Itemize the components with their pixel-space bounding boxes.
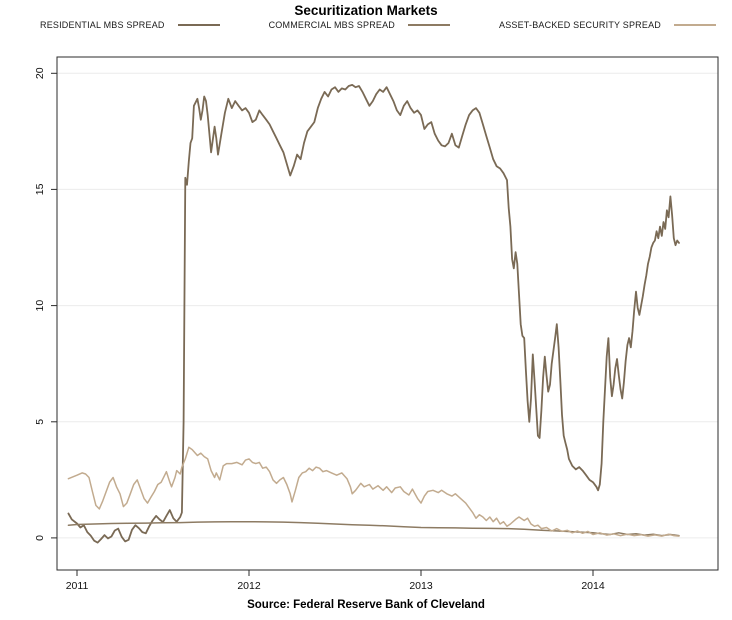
source-caption: Source: Federal Reserve Bank of Clevelan… — [247, 599, 485, 611]
legend-line-swatch — [177, 24, 220, 26]
x-tick-label: 2012 — [237, 580, 261, 592]
legend-item-asset-backed: ASSET-BACKED SECURITY SPREAD — [499, 20, 716, 30]
y-tick-label: 15 — [34, 183, 46, 195]
chart-title: Securitization Markets — [294, 3, 438, 18]
y-tick-label: 5 — [34, 419, 46, 425]
legend: RESIDENTIAL MBS SPREAD COMMERCIAL MBS SP… — [40, 20, 716, 30]
legend-label: COMMERCIAL MBS SPREAD — [268, 20, 395, 30]
legend-line-swatch — [673, 24, 716, 26]
y-tick-label: 0 — [34, 535, 46, 541]
legend-item-residential-mbs: RESIDENTIAL MBS SPREAD — [40, 20, 220, 30]
y-tick-label: 20 — [34, 67, 46, 79]
plot-box — [56, 56, 719, 571]
y-tick-label: 10 — [34, 300, 46, 312]
x-tick-label: 2011 — [66, 580, 89, 592]
legend-label: ASSET-BACKED SECURITY SPREAD — [499, 20, 661, 30]
x-tick-label: 2013 — [409, 580, 433, 592]
legend-line-swatch — [408, 24, 450, 26]
legend-label: RESIDENTIAL MBS SPREAD — [40, 20, 165, 30]
series-line-1 — [67, 520, 680, 537]
series-line-0 — [67, 84, 680, 544]
x-tick-label: 2014 — [581, 580, 605, 592]
legend-item-commercial-mbs: COMMERCIAL MBS SPREAD — [269, 20, 450, 30]
series-line-2 — [67, 446, 680, 537]
